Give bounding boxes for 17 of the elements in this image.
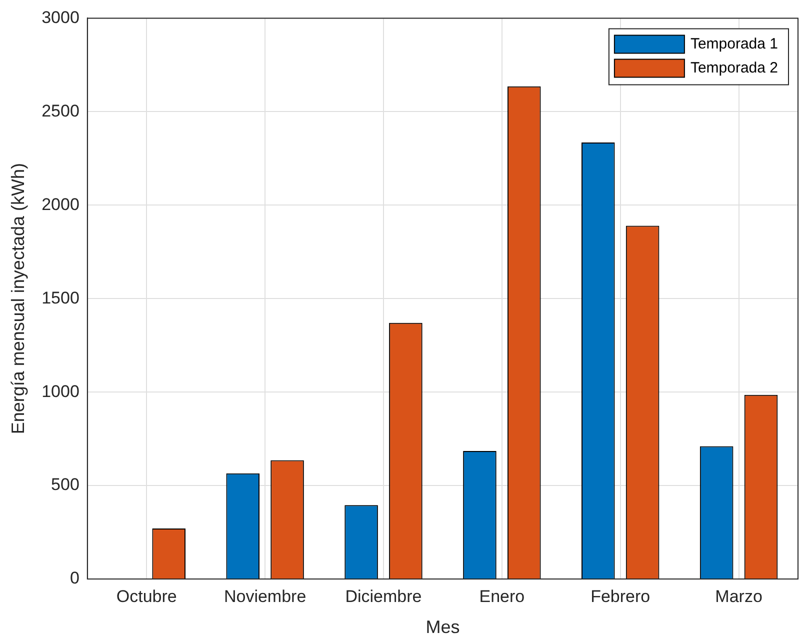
legend-label: Temporada 2 [690, 59, 778, 76]
x-axis-title: Mes [426, 617, 460, 638]
y-tick-label: 0 [70, 568, 80, 588]
x-tick-label: Octubre [116, 586, 177, 606]
y-tick-label: 1000 [42, 382, 80, 401]
y-tick-label: 2000 [42, 194, 80, 214]
x-tick-label: Diciembre [345, 586, 422, 606]
y-tick-label: 2500 [42, 101, 80, 120]
x-tick-label: Febrero [590, 586, 650, 606]
x-tick-label: Marzo [715, 586, 762, 606]
x-tick-label: Enero [479, 586, 525, 606]
x-tick-label: Noviembre [224, 586, 306, 606]
legend-label: Temporada 1 [690, 35, 778, 52]
y-axis-title: Energía mensual inyectada (kWh) [8, 163, 28, 434]
y-tick-label: 1500 [42, 288, 80, 308]
y-tick-label: 3000 [42, 8, 80, 27]
y-tick-label: 500 [51, 475, 80, 494]
